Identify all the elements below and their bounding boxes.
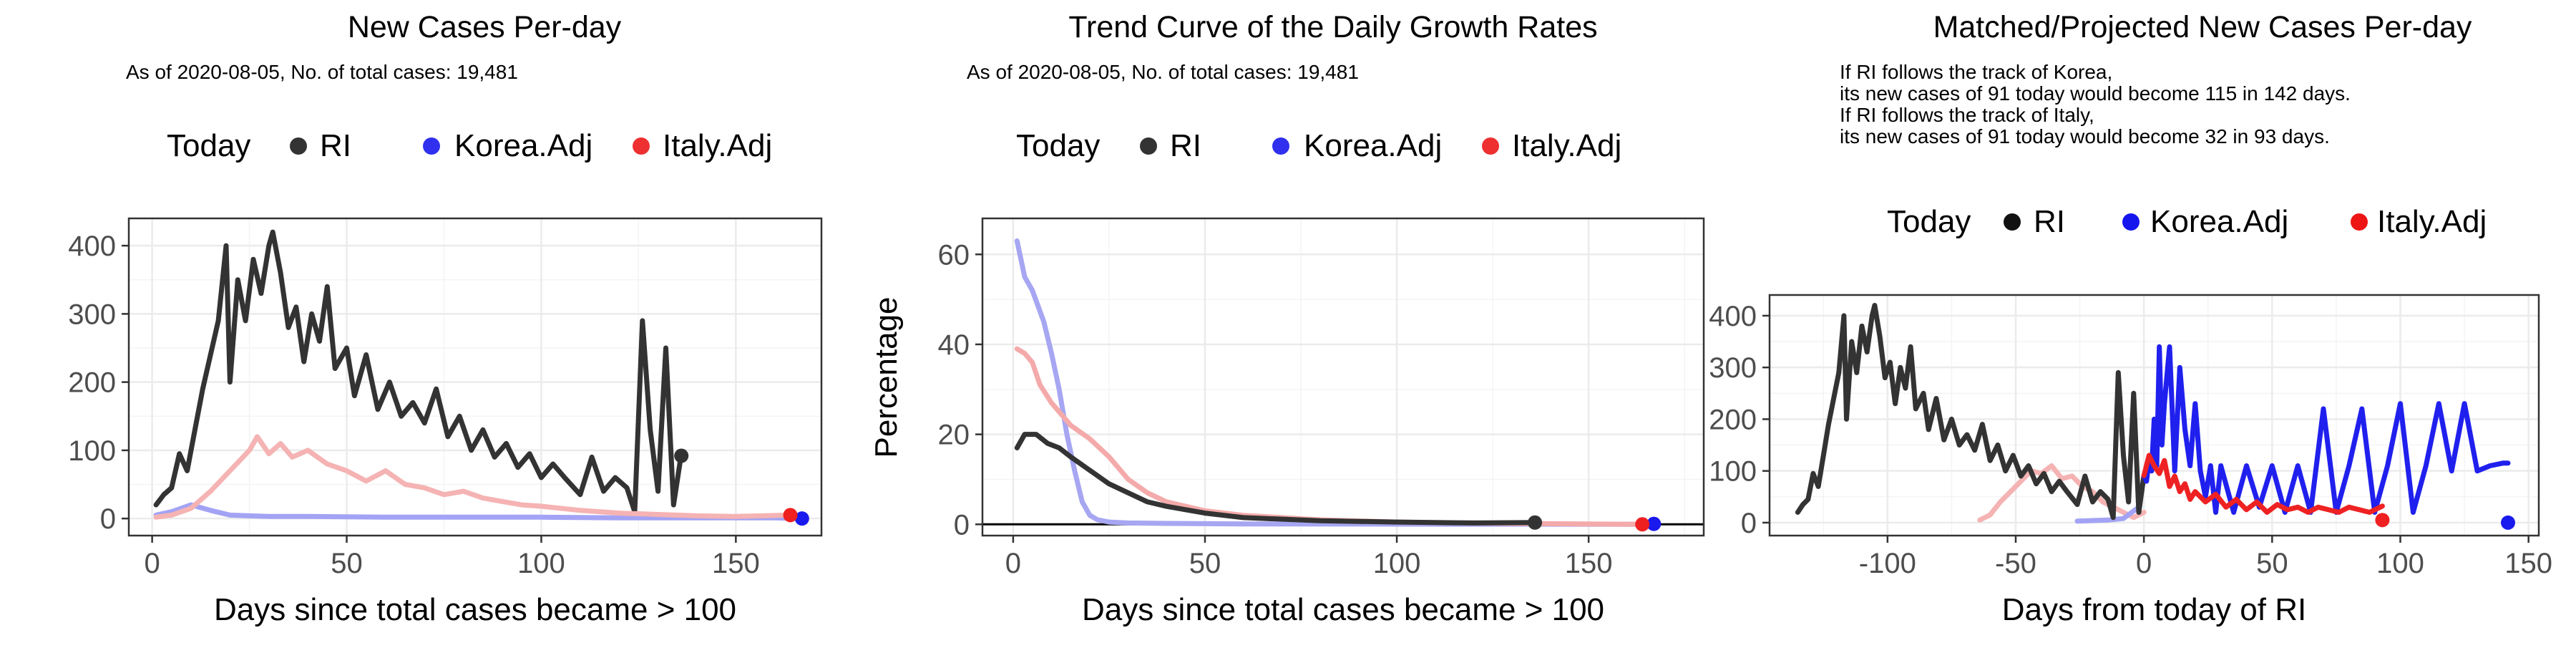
- chart-subtitle-line: its new cases of 91 today would become 3…: [1840, 125, 2330, 148]
- legend-key-korea-adj: [423, 137, 440, 155]
- x-tick-label: 150: [2504, 548, 2552, 579]
- series-lines: [1014, 238, 1662, 532]
- legend-key-ri: [290, 137, 307, 155]
- plot-panel: [982, 218, 1704, 536]
- series-line-italy-adj: [2141, 453, 2385, 515]
- y-tick-label: 400: [68, 231, 116, 262]
- today-point-korea-adj: [794, 511, 809, 526]
- legend-label: RI: [320, 128, 351, 163]
- legend-key-ri: [1140, 137, 1157, 155]
- y-tick-label: 400: [1709, 301, 1757, 332]
- chart-title: Trend Curve of the Daily Growth Rates: [1068, 10, 1597, 44]
- series-line-ri: [1795, 303, 2147, 521]
- legend-label: Korea.Adj: [1304, 128, 1442, 163]
- legend-key-italy-adj: [2351, 213, 2368, 231]
- series-lines: [153, 229, 809, 526]
- legend-label: RI: [1170, 128, 1201, 163]
- legend-title: Today: [1887, 204, 1971, 239]
- legend-key-italy-adj: [1482, 137, 1499, 155]
- chart-3: Matched/Projected New Cases Per-day If RI…: [1709, 10, 2552, 627]
- x-tick-label: -50: [1995, 548, 2036, 579]
- panel-border: [981, 217, 1705, 537]
- legend-key-italy-adj: [633, 137, 650, 155]
- legend-key-korea-adj: [1272, 137, 1289, 155]
- chart-subtitle-line: If RI follows the track of Italy,: [1840, 104, 2094, 126]
- legend-label: Italy.Adj: [2377, 204, 2487, 239]
- panel-border: [1768, 294, 2540, 537]
- legend-label: Italy.Adj: [1512, 128, 1621, 163]
- chart-title: Matched/Projected New Cases Per-day: [1933, 10, 2472, 44]
- series-line-korea-adj: [1014, 238, 1657, 527]
- series-line-italy-adj: [153, 434, 793, 520]
- today-point-korea-adj: [1646, 516, 1662, 531]
- y-tick-label: 0: [100, 503, 116, 535]
- plot-panel: [1770, 295, 2539, 536]
- chart-subtitle-line: If RI follows the track of Korea,: [1840, 61, 2112, 83]
- legend-label: Korea.Adj: [2150, 204, 2288, 239]
- x-tick-label: 0: [145, 548, 160, 579]
- today-point-italy-adj: [2375, 513, 2390, 528]
- y-tick-label: 200: [1709, 404, 1757, 435]
- y-tick-label: 200: [68, 367, 116, 399]
- legend-title: Today: [167, 128, 250, 163]
- y-tick-label: 0: [954, 509, 970, 541]
- panel-border: [127, 217, 823, 537]
- x-tick-label: 150: [1565, 548, 1613, 579]
- series-line-ri: [153, 229, 684, 515]
- today-point-italy-adj: [783, 508, 798, 523]
- series-line-italy-adj-past-: [1977, 463, 2147, 523]
- legend-label: RI: [2034, 204, 2065, 239]
- y-axis-title: Percentage: [869, 296, 904, 458]
- y-tick-label: 40: [938, 329, 970, 361]
- y-tick-label: 20: [938, 420, 970, 451]
- x-tick-label: 100: [517, 548, 565, 579]
- y-tick-label: 60: [938, 239, 970, 271]
- chart-subtitle-line: As of 2020-08-05, No. of total cases: 19…: [126, 61, 518, 83]
- x-axis-title: Days since total cases became > 100: [1082, 592, 1604, 627]
- chart-1: New Cases Per-day As of 2020-08-05, No. o…: [68, 10, 823, 627]
- x-tick-label: 100: [2376, 548, 2424, 579]
- y-tick-label: 300: [1709, 352, 1757, 384]
- legend-key-korea-adj: [2122, 213, 2140, 231]
- series-line-korea-adj: [153, 502, 805, 521]
- x-tick-label: 50: [2256, 548, 2288, 579]
- chart-title: New Cases Per-day: [348, 10, 622, 44]
- y-tick-label: 100: [68, 435, 116, 467]
- x-tick-label: 50: [1189, 548, 1221, 579]
- x-tick-label: 50: [331, 548, 363, 579]
- today-point-ri: [674, 448, 689, 463]
- series-line-ri: [1014, 432, 1538, 526]
- chart-2: Trend Curve of the Daily Growth Rates As …: [869, 10, 1705, 627]
- today-point-italy-adj: [1635, 517, 1650, 532]
- legend-title: Today: [1016, 128, 1100, 163]
- x-tick-label: 0: [2136, 548, 2152, 579]
- legend-key-ri: [2004, 213, 2021, 231]
- x-tick-label: 100: [1373, 548, 1421, 579]
- y-tick-label: 100: [1709, 456, 1757, 488]
- legend-label: Italy.Adj: [663, 128, 772, 163]
- chart-subtitle-line: its new cases of 91 today would become 1…: [1840, 82, 2351, 105]
- x-tick-label: 0: [1005, 548, 1021, 579]
- x-tick-label: 150: [712, 548, 760, 579]
- today-point-korea-adj: [2501, 515, 2515, 530]
- legend-label: Korea.Adj: [454, 128, 592, 163]
- today-point-ri: [1528, 515, 1543, 530]
- plot-panel: [129, 218, 821, 536]
- y-tick-label: 0: [1741, 508, 1757, 539]
- y-tick-label: 300: [68, 299, 116, 330]
- series-line-korea-adj: [2141, 344, 2511, 515]
- series-lines: [1795, 303, 2515, 530]
- x-axis-title: Days since total cases became > 100: [214, 592, 736, 627]
- x-tick-label: -100: [1859, 548, 1916, 579]
- chart-subtitle-line: As of 2020-08-05, No. of total cases: 19…: [967, 61, 1359, 83]
- x-axis-title: Days from today of RI: [2002, 592, 2306, 627]
